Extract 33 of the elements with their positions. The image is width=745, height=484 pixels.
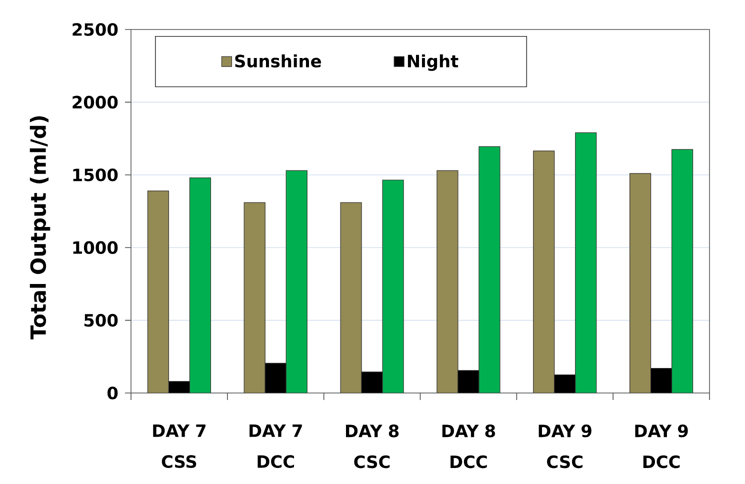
bar <box>244 202 266 393</box>
x-tick-label: DAY 8 CSC <box>346 424 399 468</box>
y-tick-label: 2000 <box>72 96 118 109</box>
x-tick-label: DAY 8 DCC <box>442 424 496 468</box>
bar <box>671 149 694 393</box>
bar <box>436 170 458 393</box>
bar <box>265 363 286 393</box>
y-tick-label: 1000 <box>73 241 118 254</box>
y-tick-label: 0 <box>108 386 118 400</box>
bar <box>286 170 308 393</box>
bar <box>168 381 190 393</box>
bar <box>382 180 404 393</box>
y-tick-label: 1500 <box>73 168 118 182</box>
bar <box>533 150 554 393</box>
legend-label: Night <box>408 54 458 71</box>
bar <box>478 146 500 393</box>
y-axis-title: Total Output (ml/d) <box>30 116 50 340</box>
bar <box>190 178 211 393</box>
bar <box>575 132 596 393</box>
legend-label: Sunshine <box>235 54 321 68</box>
bar <box>148 190 169 393</box>
x-tick-label: DAY 7 DCC <box>250 424 302 468</box>
x-tick-label: DAY 9 DCC <box>635 424 688 468</box>
x-tick-label: DAY 9 CSC <box>538 424 592 468</box>
y-tick-label: 2500 <box>72 23 118 36</box>
x-tick-label: DAY 7 CSS <box>153 424 206 468</box>
bar <box>554 374 576 393</box>
bar <box>340 202 362 393</box>
y-tick-label: 500 <box>84 314 118 327</box>
bar <box>629 173 652 393</box>
bar <box>362 372 383 393</box>
bar <box>458 370 479 393</box>
bar <box>650 368 672 393</box>
